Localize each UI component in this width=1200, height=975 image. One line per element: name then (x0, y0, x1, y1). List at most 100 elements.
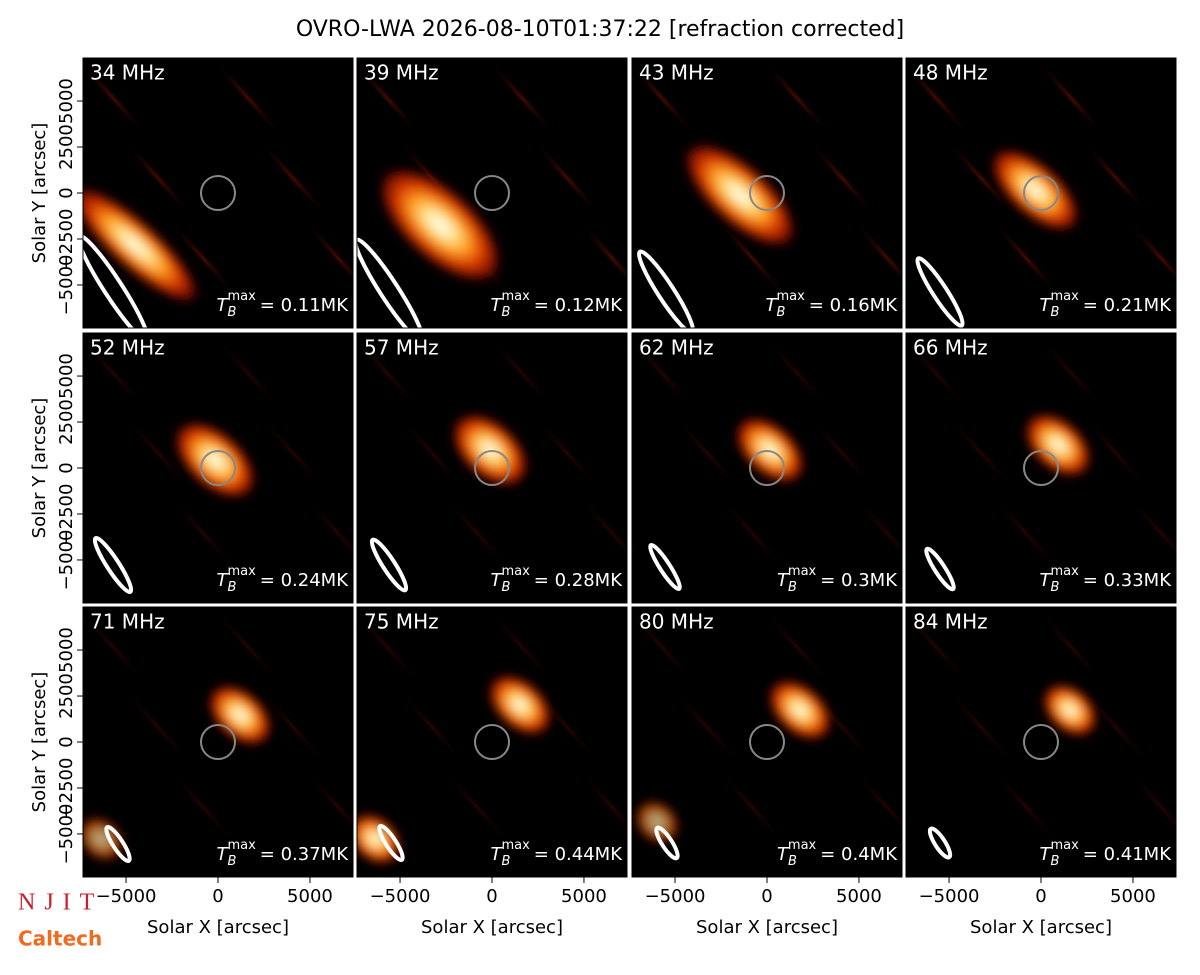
streak (83, 609, 147, 685)
panel-background (83, 607, 353, 877)
streak (1082, 689, 1150, 765)
streak (853, 220, 902, 296)
tb-sub: B (228, 305, 237, 320)
streak (83, 60, 147, 136)
streak (947, 415, 1015, 491)
streak (1037, 60, 1105, 136)
x-axis-label: Solar X [arcsec] (970, 917, 1112, 938)
streak (533, 415, 601, 491)
y-tick-label: −5000 (56, 530, 77, 591)
tmax-label: TBmax = 0.28MK (491, 564, 624, 595)
panel (632, 58, 902, 328)
beam (927, 826, 953, 860)
streak (169, 769, 237, 845)
streak (1127, 495, 1176, 571)
streak (214, 609, 282, 685)
tmax-value: = 0.21MK (1083, 295, 1172, 316)
streak (947, 689, 1015, 765)
tb-sub: B (788, 580, 797, 595)
frequency-label: 34 MHz (90, 61, 165, 85)
tb-symbol: T (1040, 295, 1053, 316)
y-tick-label: −5000 (56, 804, 77, 865)
streak (1127, 220, 1176, 296)
streak (398, 689, 466, 765)
panel-frame (631, 57, 903, 329)
tmax-value: = 0.11MK (260, 295, 349, 316)
streak (906, 60, 970, 136)
tmax-label: TBmax = 0.33MK (1040, 564, 1173, 595)
y-tick-label: −2500 (56, 484, 77, 545)
emission (377, 166, 503, 284)
beam (369, 537, 409, 593)
streak (357, 335, 421, 411)
solar-disk (200, 175, 236, 211)
tmax-label: TBmax = 0.37MK (217, 838, 350, 869)
tb-sup: max (227, 564, 256, 579)
tb-sup: max (227, 838, 256, 853)
tb-sup: max (1050, 838, 1079, 853)
solar-disk (1023, 175, 1059, 211)
solar-disk (749, 450, 785, 486)
tb-sub: B (228, 854, 237, 869)
streak (808, 415, 876, 491)
tb-sub: B (502, 305, 511, 320)
streak (488, 335, 556, 411)
y-tick-label: 0 (56, 462, 77, 473)
beam (915, 256, 965, 328)
tb-symbol: T (217, 570, 230, 591)
streak (906, 335, 970, 411)
x-tick-label: 5000 (561, 886, 607, 907)
tb-symbol: T (777, 844, 790, 865)
x-tick-label: 5000 (287, 886, 333, 907)
y-tick-label: −5000 (56, 255, 77, 316)
solar-disk (474, 724, 510, 760)
streak (1082, 140, 1150, 216)
streak (214, 60, 282, 136)
tmax-value: = 0.16MK (809, 295, 898, 316)
streak (1127, 769, 1176, 845)
beam (104, 825, 132, 863)
streak (1037, 335, 1105, 411)
tmax-value: = 0.44MK (534, 844, 623, 865)
streak (808, 140, 876, 216)
streak (259, 415, 327, 491)
streak (488, 609, 556, 685)
streak (992, 220, 1060, 296)
frequency-label: 48 MHz (913, 61, 988, 85)
tb-sup: max (1050, 289, 1079, 304)
beam (83, 233, 150, 328)
solar-disk (749, 175, 785, 211)
panel (357, 607, 627, 877)
streak (718, 220, 786, 296)
tb-sup: max (501, 838, 530, 853)
tb-sup: max (501, 564, 530, 579)
panel (83, 607, 353, 877)
tmax-value: = 0.3MK (820, 570, 898, 591)
streak (763, 60, 831, 136)
title: OVRO-LWA 2026-08-10T01:37:22 [refraction… (296, 17, 904, 42)
x-tick-label: 0 (761, 886, 772, 907)
tmax-label: TBmax = 0.11MK (217, 289, 350, 320)
frequency-label: 57 MHz (364, 336, 439, 360)
streak (906, 609, 970, 685)
x-axis-label: Solar X [arcsec] (147, 917, 289, 938)
frequency-label: 84 MHz (913, 610, 988, 634)
tmax-value: = 0.4MK (820, 844, 898, 865)
streak (443, 495, 511, 571)
tb-sub: B (788, 854, 797, 869)
frequency-label: 80 MHz (639, 610, 714, 634)
solar-disk (1023, 724, 1059, 760)
streak (398, 415, 466, 491)
frequency-label: 62 MHz (639, 336, 714, 360)
tb-symbol: T (491, 844, 504, 865)
njit-logo: NJIT (18, 890, 103, 916)
y-tick-label: 2500 (56, 673, 77, 719)
tmax-value: = 0.33MK (1083, 570, 1172, 591)
frequency-label: 71 MHz (90, 610, 165, 634)
streak (533, 140, 601, 216)
frequency-label: 39 MHz (364, 61, 439, 85)
streak (718, 495, 786, 571)
emission (357, 813, 402, 865)
tmax-label: TBmax = 0.12MK (491, 289, 624, 320)
